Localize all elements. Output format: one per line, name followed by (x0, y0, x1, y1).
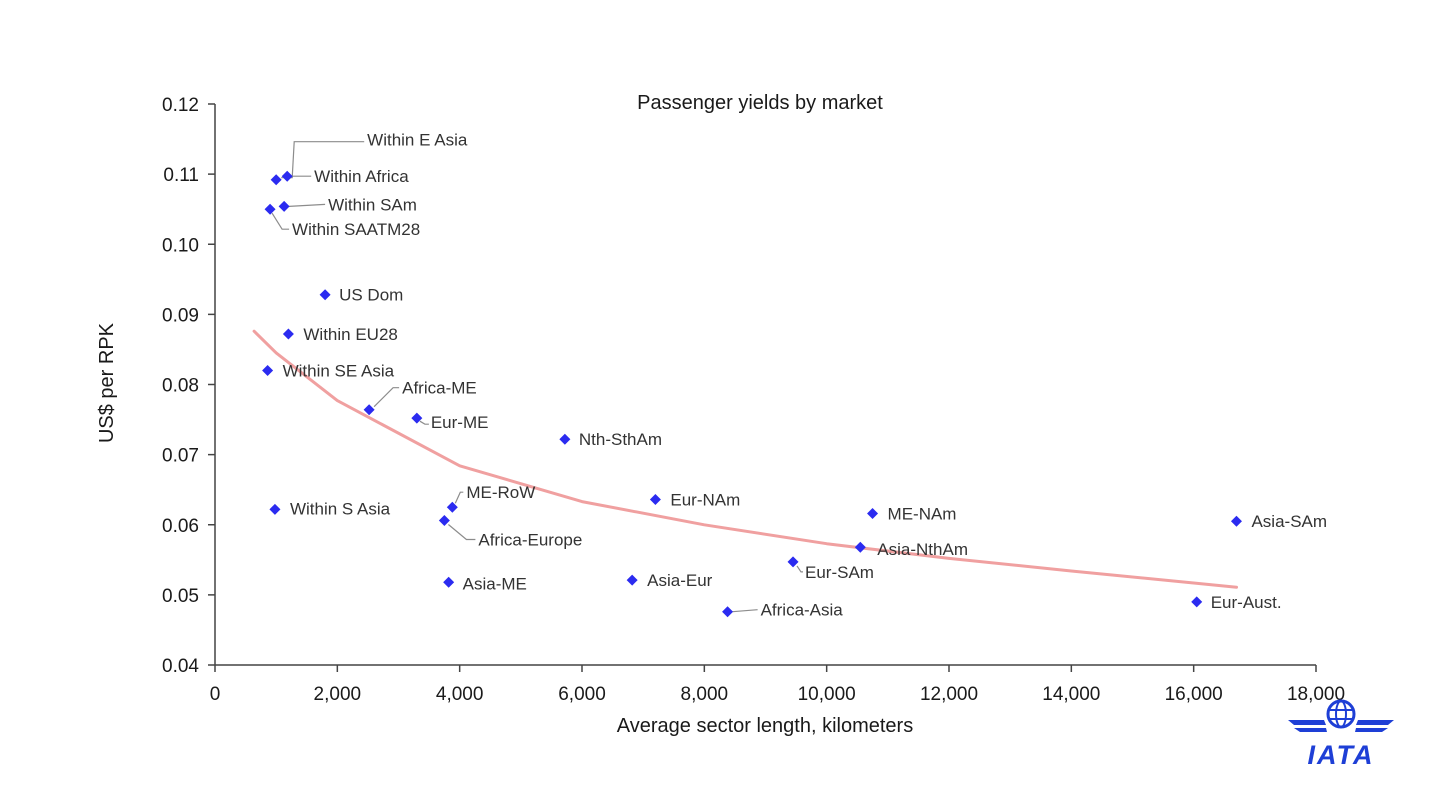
point-label: ME-NAm (888, 505, 957, 524)
x-tick-label: 6,000 (558, 684, 606, 705)
point-label: Eur-ME (431, 413, 489, 432)
label-leader-line (448, 524, 476, 541)
data-point (363, 404, 375, 416)
data-point (438, 515, 450, 527)
data-point (264, 203, 276, 215)
y-axis-title: US$ per RPK (96, 322, 118, 443)
data-point (282, 328, 294, 340)
data-point (269, 503, 281, 515)
point-label: Within SAATM28 (292, 220, 420, 239)
y-tick-label: 0.10 (162, 235, 199, 256)
data-point (1230, 515, 1242, 527)
point-label: Eur-NAm (670, 491, 740, 510)
point-label: Asia-NthAm (877, 540, 968, 559)
point-label: Within Africa (314, 167, 409, 186)
y-tick-label: 0.08 (162, 376, 199, 397)
point-label: ME-RoW (466, 483, 535, 502)
point-label: Within SE Asia (283, 361, 395, 380)
label-leader-line (454, 491, 464, 504)
data-point (559, 433, 571, 445)
data-point (443, 576, 455, 588)
point-label: Within E Asia (367, 131, 468, 150)
label-leader-line (419, 420, 429, 425)
label-leader-line (373, 387, 400, 408)
globe-icon (1326, 699, 1356, 729)
iata-logo-text: IATA (1308, 740, 1375, 768)
data-point (278, 200, 290, 212)
data-points (262, 170, 1242, 618)
data-point (787, 556, 799, 568)
data-point (854, 541, 866, 553)
point-label: Africa-ME (402, 379, 477, 398)
y-tick-label: 0.04 (162, 656, 199, 677)
point-label: Within EU28 (303, 325, 397, 344)
data-point (319, 289, 331, 301)
x-axis-title: Average sector length, kilometers (617, 715, 913, 737)
label-leader-line (796, 565, 803, 573)
wings-icon (1288, 720, 1394, 732)
x-tick-label: 12,000 (920, 684, 978, 705)
y-tick-label: 0.12 (162, 95, 199, 116)
data-point (649, 494, 661, 506)
point-label: Asia-Eur (647, 571, 713, 590)
iata-logo: IATA (1288, 699, 1394, 768)
data-point (411, 412, 423, 424)
label-leader-line (289, 203, 326, 207)
x-tick-label: 8,000 (681, 684, 729, 705)
x-tick-label: 0 (210, 684, 221, 705)
trendline (252, 329, 1238, 589)
x-tick-label: 10,000 (798, 684, 856, 705)
data-point (446, 501, 458, 513)
y-tick-label: 0.07 (162, 446, 199, 467)
point-label: Nth-SthAm (579, 430, 662, 449)
y-tick-label: 0.09 (162, 305, 199, 326)
x-tick-label: 4,000 (436, 684, 484, 705)
y-tick-label: 0.06 (162, 516, 199, 537)
data-point (626, 574, 638, 586)
data-point (1191, 596, 1203, 608)
data-point (722, 606, 734, 618)
trendline-group (252, 329, 1238, 589)
point-label: Asia-ME (463, 574, 527, 593)
point-label: Asia-SAm (1251, 512, 1327, 531)
x-tick-label: 2,000 (314, 684, 362, 705)
data-point (867, 508, 879, 520)
point-label: US Dom (339, 286, 403, 305)
chart-title: Passenger yields by market (637, 92, 883, 114)
y-tick-label: 0.05 (162, 586, 199, 607)
point-label: Within S Asia (290, 499, 391, 518)
point-label: Eur-SAm (805, 563, 874, 582)
chart-axes: 0.04 0.05 0.06 0.07 0.08 0.09 0.10 0.11 0.12 0 2,0… (162, 95, 1345, 705)
label-leader-line (271, 212, 290, 230)
point-label: Africa-Europe (478, 531, 582, 550)
label-leader-line (732, 609, 758, 613)
point-label: Eur-Aust. (1211, 593, 1282, 612)
data-point (281, 170, 293, 182)
x-tick-label: 18,000 (1287, 684, 1345, 705)
point-label: Africa-Asia (761, 601, 844, 620)
data-point (270, 174, 282, 186)
point-labels: Within E Asia Within Africa Within SAm With… (283, 131, 1327, 620)
x-tick-label: 16,000 (1165, 684, 1223, 705)
y-tick-label: 0.11 (163, 165, 199, 186)
data-point (262, 364, 274, 376)
x-tick-label: 14,000 (1042, 684, 1100, 705)
point-label: Within SAm (328, 195, 417, 214)
